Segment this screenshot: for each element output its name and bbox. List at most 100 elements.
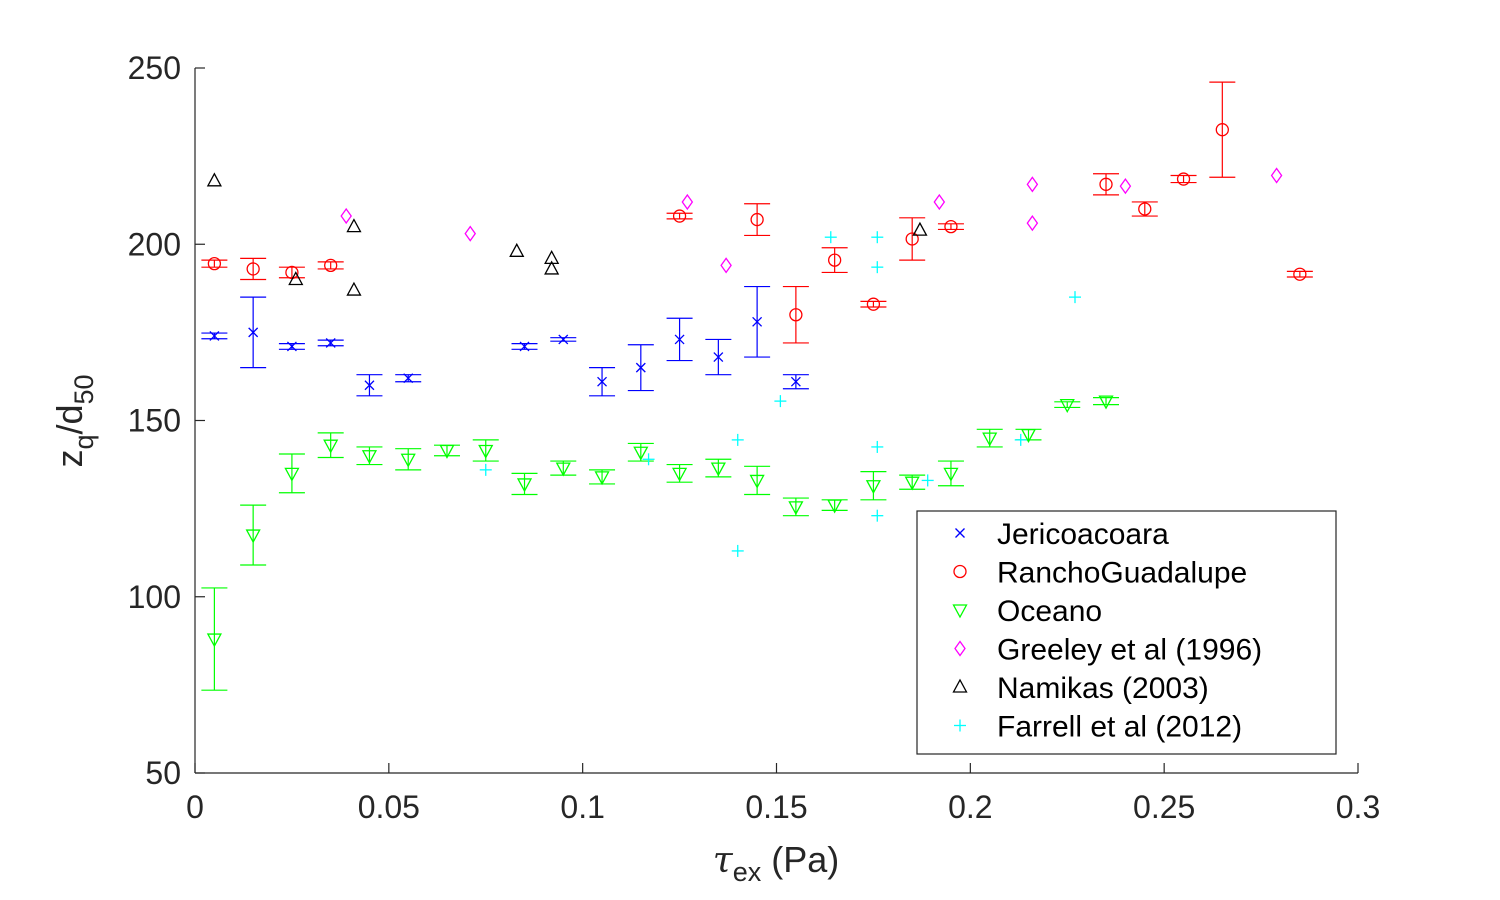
legend-marker-greeley-et-al-1996 — [954, 640, 966, 657]
point-greeley-et-al-1996 — [1026, 176, 1039, 193]
point-namikas-2003 — [346, 281, 362, 296]
point-farrell-et-al-2012 — [1014, 433, 1027, 446]
error-bar-ranchoguadalupe — [821, 247, 848, 274]
error-bar-ranchoguadalupe — [1209, 81, 1236, 178]
point-farrell-et-al-2012 — [731, 544, 744, 557]
error-bar-ranchoguadalupe — [1093, 173, 1120, 196]
point-ranchoguadalupe — [324, 258, 338, 273]
point-oceano — [943, 467, 959, 482]
point-oceano — [594, 471, 610, 486]
error-bar-ranchoguadalupe — [317, 261, 344, 270]
y-axis-label-base: z — [49, 450, 90, 468]
error-bar-ranchoguadalupe — [1286, 270, 1313, 278]
legend-marker-ranchoguadalupe — [953, 564, 967, 579]
point-oceano — [361, 450, 378, 465]
x-axis-label: τex (Pa) — [713, 839, 839, 887]
point-farrell-et-al-2012 — [1069, 291, 1082, 304]
point-oceano — [245, 529, 261, 544]
y-tick-label: 250 — [128, 50, 181, 86]
point-ranchoguadalupe — [1099, 177, 1113, 191]
error-bar-ranchoguadalupe — [666, 212, 693, 220]
legend-marker-farrell-et-al-2012 — [954, 719, 966, 732]
point-greeley-et-al-1996 — [1026, 214, 1039, 232]
point-farrell-et-al-2012 — [642, 453, 655, 466]
point-jericoacoara — [790, 376, 801, 387]
point-oceano — [555, 462, 571, 477]
data-points — [206, 123, 1307, 648]
point-namikas-2003 — [346, 218, 362, 233]
error-bar-ranchoguadalupe — [782, 285, 809, 344]
point-oceano — [1098, 395, 1114, 410]
x-tick-label: 0.15 — [745, 789, 807, 825]
point-farrell-et-al-2012 — [731, 433, 744, 446]
point-ranchoguadalupe — [1293, 267, 1307, 281]
point-ranchoguadalupe — [1176, 172, 1191, 186]
x-axis-label-symbol: τ — [713, 840, 734, 881]
legend-label-ranchoguadalupe: RanchoGuadalupe — [997, 557, 1247, 590]
error-bar-ranchoguadalupe — [240, 257, 267, 281]
point-oceano — [865, 480, 882, 495]
legend: Jericoacoara RanchoGuadalupe Oceano Greeley… — [916, 510, 1337, 755]
point-ranchoguadalupe — [750, 212, 764, 227]
error-bar-oceano — [860, 471, 887, 501]
point-jericoacoara — [364, 380, 375, 391]
point-namikas-2003 — [206, 172, 222, 187]
x-tick-label: 0.1 — [560, 789, 604, 825]
y-tick-label: 50 — [145, 755, 181, 791]
y-tick-label: 150 — [128, 403, 181, 439]
point-namikas-2003 — [544, 260, 560, 275]
point-namikas-2003 — [912, 221, 928, 236]
x-tick-label: 0 — [186, 789, 204, 825]
legend-marker-oceano — [952, 604, 968, 619]
point-jericoacoara — [674, 334, 685, 345]
point-farrell-et-al-2012 — [871, 440, 884, 453]
point-jericoacoara — [713, 352, 724, 363]
point-ranchoguadalupe — [1215, 123, 1229, 137]
point-greeley-et-al-1996 — [464, 225, 477, 242]
point-ranchoguadalupe — [1138, 202, 1152, 216]
error-bar-ranchoguadalupe — [201, 259, 228, 268]
x-axis-ticks: 0 0.05 0.1 0.15 0.2 0.25 0.3 — [186, 763, 1380, 825]
point-oceano — [284, 467, 300, 482]
y-axis-label-sub-50: 50 — [69, 374, 99, 404]
legend-items: Jericoacoara RanchoGuadalupe Oceano Greeley… — [952, 518, 1262, 744]
point-ranchoguadalupe — [789, 308, 803, 322]
error-bar-oceano — [278, 453, 305, 494]
point-jericoacoara — [558, 334, 569, 345]
x-tick-label: 0.05 — [358, 789, 420, 825]
point-oceano — [206, 633, 222, 648]
axes: 0 0.05 0.1 0.15 0.2 0.25 0.3 50 100 150 200 250 — [128, 50, 1381, 825]
legend-label-jericoacoara: Jericoacoara — [997, 518, 1169, 551]
point-ranchoguadalupe — [207, 256, 222, 271]
legend-marker-jericoacoara — [955, 528, 965, 538]
error-bar-oceano — [201, 587, 228, 691]
point-oceano — [710, 462, 726, 477]
y-tick-label: 100 — [128, 579, 181, 615]
y-tick-label: 200 — [128, 226, 181, 262]
point-farrell-et-al-2012 — [871, 231, 884, 244]
x-axis-label-units: (Pa) — [761, 839, 839, 880]
error-bar-oceano — [1054, 401, 1081, 409]
error-bar-oceano — [1093, 396, 1120, 406]
point-jericoacoara — [209, 330, 220, 341]
point-ranchoguadalupe — [828, 253, 842, 267]
point-jericoacoara — [325, 337, 336, 348]
legend-label-greeley-et-al-1996: Greeley et al (1996) — [997, 634, 1262, 667]
y-axis-label-mid: /d — [49, 404, 90, 434]
error-bar-ranchoguadalupe — [278, 266, 305, 279]
point-farrell-et-al-2012 — [921, 474, 934, 487]
point-farrell-et-al-2012 — [871, 261, 884, 274]
error-bar-ranchoguadalupe — [860, 300, 887, 308]
x-tick-label: 0.25 — [1133, 789, 1195, 825]
error-bar-oceano — [744, 465, 771, 496]
point-jericoacoara — [248, 327, 259, 338]
legend-label-oceano: Oceano — [997, 595, 1102, 628]
point-oceano — [982, 432, 998, 447]
point-greeley-et-al-1996 — [1270, 167, 1283, 184]
legend-box — [916, 510, 1337, 755]
point-jericoacoara — [635, 362, 646, 373]
legend-label-farrell-et-al-2012: Farrell et al (2012) — [997, 711, 1242, 744]
point-oceano — [439, 444, 455, 459]
